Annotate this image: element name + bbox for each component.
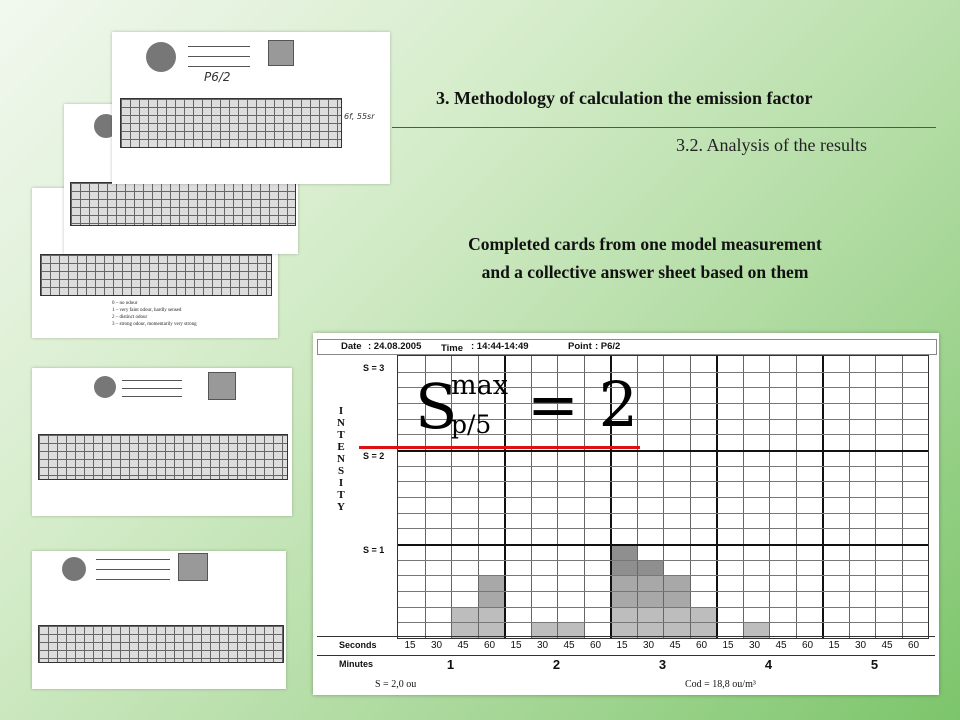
odour-source-icon (146, 42, 176, 72)
level-2-label: S = 2 (363, 451, 385, 461)
seconds-tick: 30 (748, 640, 761, 651)
title-divider (392, 127, 936, 128)
seconds-tick: 60 (695, 640, 708, 651)
collective-answer-sheet: Date : 24.08.2005 Time : 14:44-14:49 Poi… (313, 333, 939, 695)
card-margin-note: 6f, 55sr (344, 112, 375, 121)
time-value: : 14:44-14:49 (471, 341, 529, 352)
summary-intensity: S = 2,0 ou (375, 679, 417, 690)
card-legend: 0 – no odour 1 – very faint odour, hardly… (112, 301, 197, 327)
minutes-label: Minutes (339, 659, 374, 669)
seconds-tick: 15 (828, 640, 840, 651)
minutes-tick: 4 (764, 657, 773, 672)
caption: Completed cards from one model measureme… (395, 230, 895, 286)
formula-value: = 2 (527, 368, 639, 441)
intensity-cell (636, 559, 663, 576)
seconds-tick: 30 (536, 640, 549, 651)
level-1-label: S = 1 (363, 545, 385, 555)
minutes-tick: 1 (446, 657, 455, 672)
max-intensity-line (359, 446, 640, 449)
formula-superscript: max (451, 370, 508, 401)
seconds-tick: 60 (589, 640, 602, 651)
seconds-label: Seconds (339, 640, 377, 650)
caption-line-2: and a collective answer sheet based on t… (481, 262, 809, 282)
seconds-tick: 15 (404, 640, 416, 651)
formula-symbol: S (415, 370, 458, 443)
caption-line-1: Completed cards from one model measureme… (468, 234, 822, 254)
intensity-cell (610, 622, 637, 638)
seconds-tick: 60 (483, 640, 496, 651)
seconds-tick: 15 (510, 640, 522, 651)
intensity-cell (610, 559, 637, 576)
intensity-cell (530, 622, 557, 638)
point-value: : P6/2 (595, 341, 621, 352)
intensity-cell (451, 606, 478, 623)
seconds-tick: 45 (881, 640, 893, 651)
seconds-tick: 15 (722, 640, 734, 651)
seconds-tick: 45 (775, 640, 787, 651)
intensity-cell (557, 622, 584, 638)
intensity-cell (663, 606, 690, 623)
date-value: : 24.08.2005 (368, 341, 422, 352)
seconds-tick: 45 (563, 640, 575, 651)
minutes-row: Minutes 1 2 3 4 5 (317, 655, 935, 674)
minutes-tick: 3 (658, 657, 667, 672)
intensity-cell (636, 606, 663, 623)
date-label: Date (341, 341, 362, 352)
minutes-tick: 5 (870, 657, 879, 672)
intensity-cell (663, 591, 690, 607)
intensity-cell (610, 575, 637, 591)
intensity-cell (663, 622, 690, 638)
time-label: Time (441, 343, 464, 354)
intensity-cell (610, 606, 637, 623)
seconds-tick: 45 (457, 640, 469, 651)
intensity-cell (477, 622, 504, 638)
intensity-grid (397, 355, 929, 639)
seconds-tick: 60 (907, 640, 920, 651)
formula-subscript: p/5 (451, 410, 492, 439)
intensity-cell (663, 575, 690, 591)
seconds-tick: 15 (616, 640, 628, 651)
seconds-tick: 30 (642, 640, 655, 651)
scanned-card-4 (32, 368, 292, 516)
section-title: 3. Methodology of calculation the emissi… (436, 88, 813, 108)
card-handwriting: P6/2 (204, 70, 231, 84)
scanned-card-1: P6/2 6f, 55sr (112, 32, 390, 184)
subsection-title: 3.2. Analysis of the results (676, 135, 867, 155)
intensity-cell (689, 622, 716, 638)
seconds-row: Seconds 15 30 45 60 15 30 45 60 15 30 45 60 15 30 45 60… (317, 636, 935, 655)
seconds-tick: 45 (669, 640, 681, 651)
intensity-cell (610, 591, 637, 607)
seconds-tick: 30 (854, 640, 867, 651)
intensity-cell (689, 606, 716, 623)
seconds-tick: 60 (801, 640, 814, 651)
intensity-cell (477, 575, 504, 591)
intensity-cell (477, 591, 504, 607)
intensity-cell (636, 575, 663, 591)
intensity-cell (477, 606, 504, 623)
seconds-tick: 30 (430, 640, 443, 651)
intensity-cell (636, 622, 663, 638)
intensity-cell (742, 622, 769, 638)
minutes-tick: 2 (552, 657, 561, 672)
summary-concentration: Cod = 18,8 ou/m³ (685, 679, 756, 690)
scanned-card-5 (32, 551, 286, 689)
intensity-cell (451, 622, 478, 638)
level-3-label: S = 3 (363, 363, 385, 373)
intensity-cell (636, 591, 663, 607)
intensity-cell (610, 544, 637, 560)
point-label: Point (568, 341, 592, 352)
